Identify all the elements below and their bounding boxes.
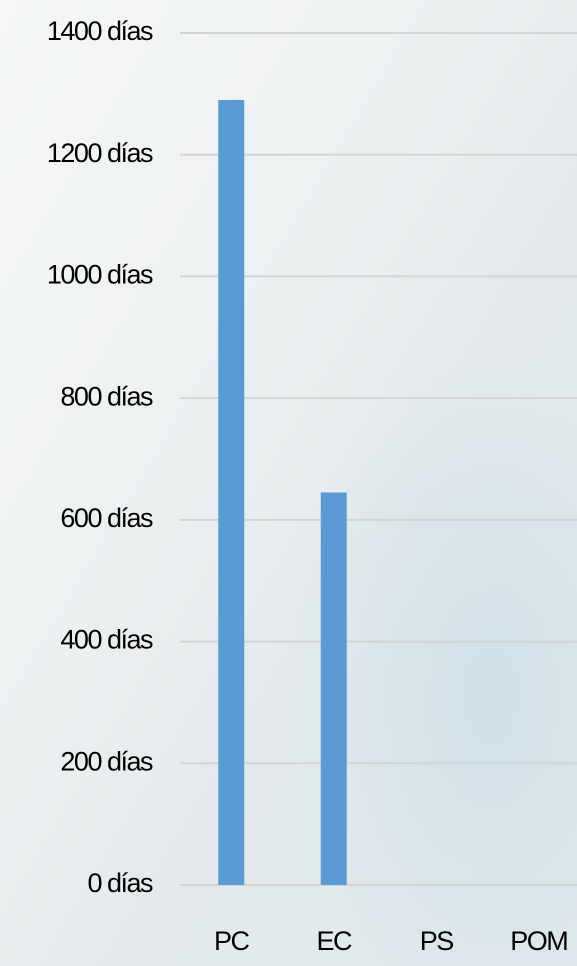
x-tick-label: EC [316,926,352,956]
bar [218,100,244,885]
chart: 0 días 200 días 400 días 600 días 800 días 10… [0,0,577,966]
y-tick-label: 1200 días [47,138,153,168]
y-tick-label: 800 días [60,381,153,411]
x-tick-label: PC [214,926,250,956]
y-tick-label: 400 días [60,625,153,655]
x-tick-label: POM [510,926,567,956]
y-tick-label: 200 días [60,746,153,776]
x-tick-label: PS [420,926,454,956]
y-tick-label: 0 días [87,868,153,898]
y-tick-label: 1400 días [47,16,153,46]
y-tick-label: 1000 días [47,260,153,290]
y-tick-label: 600 días [60,503,153,533]
bar [321,492,347,885]
